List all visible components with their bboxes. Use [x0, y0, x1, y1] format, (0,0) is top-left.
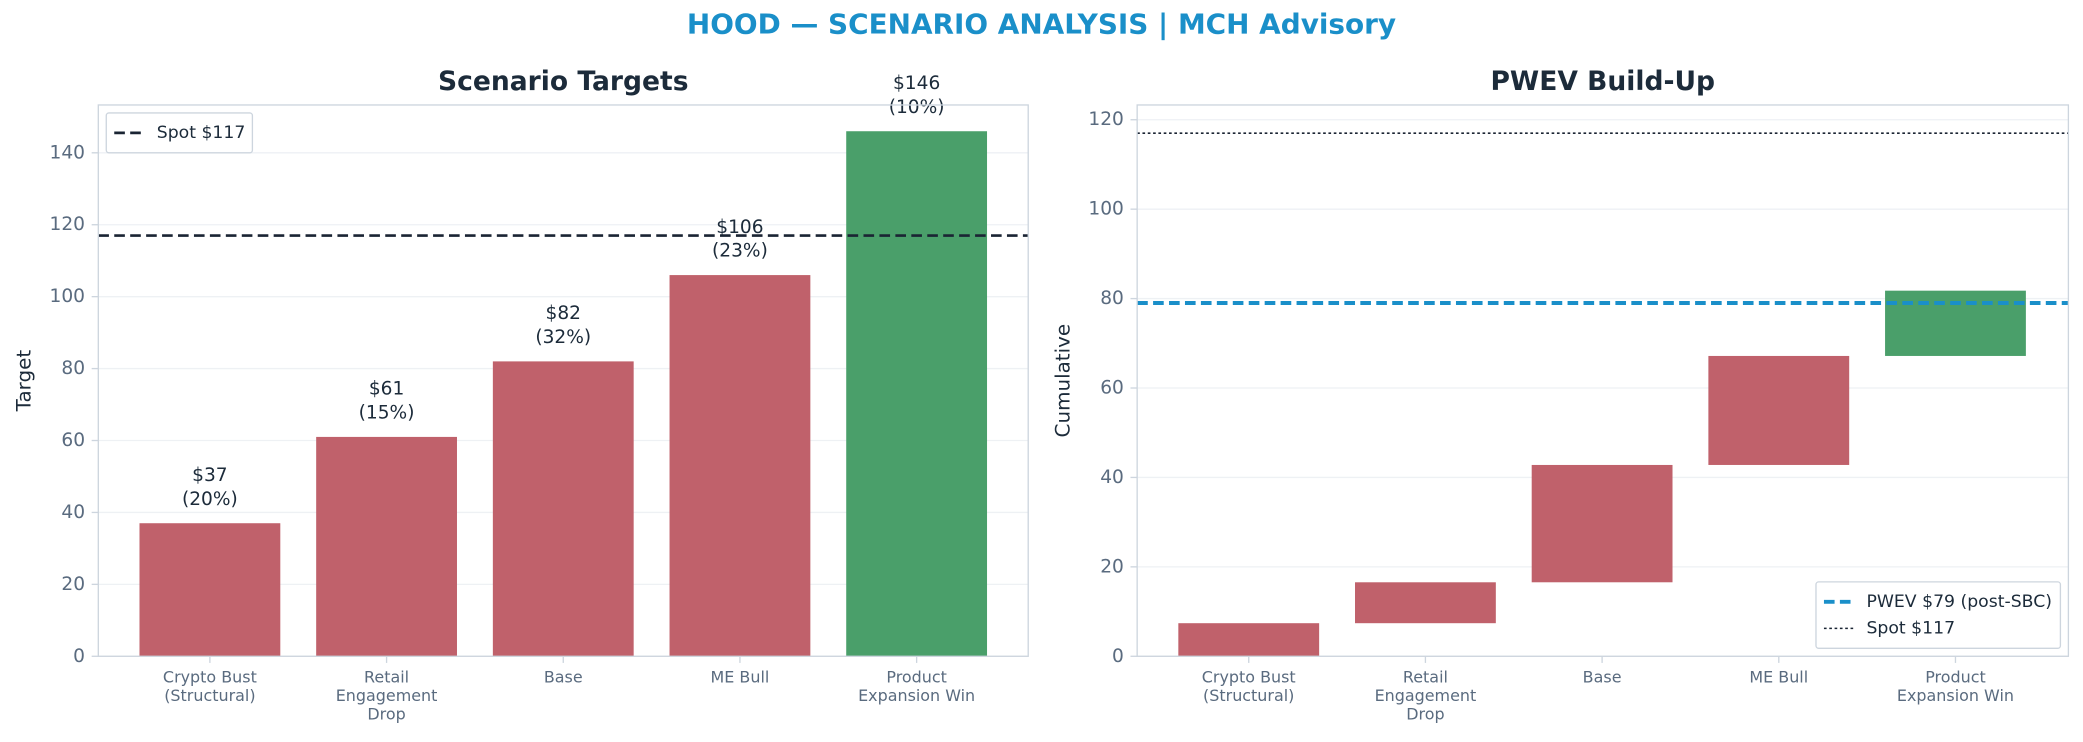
- y-tick-label: 40: [1100, 467, 1124, 488]
- x-tick-label: Product Expansion Win: [858, 667, 975, 705]
- bar: [492, 361, 634, 657]
- legend-box: [1815, 581, 2062, 649]
- legend-label: Spot $117: [157, 123, 246, 143]
- y-axis-label: Cumulative: [1052, 324, 1075, 438]
- value-label: $61: [369, 379, 404, 400]
- bar: [669, 275, 811, 657]
- y-tick-label: 100: [1088, 199, 1123, 220]
- y-tick-label: 80: [61, 358, 85, 379]
- waterfall-bar: [1178, 623, 1320, 657]
- bar: [846, 131, 988, 657]
- y-tick-label: 80: [1100, 288, 1124, 309]
- waterfall-bar: [1531, 464, 1673, 583]
- y-tick-label: 60: [61, 430, 85, 451]
- probability-label: (32%): [535, 327, 591, 348]
- panel-title: PWEV Build-Up: [1490, 66, 1715, 97]
- x-tick-label: ME Bull: [711, 667, 770, 686]
- y-axis-label: Target: [13, 350, 36, 413]
- bar: [139, 523, 281, 657]
- legend-box: [105, 112, 254, 154]
- x-tick-label: Crypto Bust (Structural): [163, 667, 257, 705]
- x-tick-label: Retail Engagement Drop: [336, 667, 438, 723]
- waterfall-bar: [1355, 582, 1496, 624]
- y-tick-label: 100: [50, 286, 85, 307]
- legend-label: PWEV $79 (post-SBC): [1866, 592, 2052, 612]
- y-tick-label: 40: [61, 502, 85, 523]
- panel-title: Scenario Targets: [438, 66, 689, 97]
- value-label: $82: [546, 303, 581, 324]
- x-tick-label: Base: [1583, 667, 1622, 686]
- y-tick-label: 60: [1100, 378, 1124, 399]
- axes-frame: [1136, 104, 2070, 657]
- x-tick-label: Crypto Bust (Structural): [1202, 667, 1296, 705]
- y-tick-label: 20: [61, 574, 85, 595]
- probability-label: (10%): [889, 97, 945, 118]
- probability-label: (20%): [182, 489, 238, 510]
- y-tick-label: 20: [1100, 556, 1124, 577]
- suptitle: HOOD — SCENARIO ANALYSIS | MCH Advisory: [687, 7, 1396, 40]
- probability-label: (23%): [712, 241, 768, 262]
- legend-label: Spot $117: [1866, 618, 1955, 638]
- y-tick-label: 0: [73, 646, 85, 667]
- y-tick-label: 120: [50, 214, 85, 235]
- y-tick-label: 140: [50, 142, 85, 163]
- x-tick-label: ME Bull: [1749, 667, 1808, 686]
- axes-frame: [97, 104, 1029, 657]
- value-label: $106: [716, 217, 763, 238]
- waterfall-bar: [1885, 290, 2026, 356]
- y-tick-label: 0: [1112, 646, 1124, 667]
- value-label: $37: [192, 465, 227, 486]
- x-tick-label: Retail Engagement Drop: [1375, 667, 1477, 723]
- x-tick-label: Product Expansion Win: [1897, 667, 2014, 705]
- y-tick-label: 120: [1088, 109, 1123, 130]
- waterfall-bar: [1708, 355, 1850, 465]
- probability-label: (15%): [359, 403, 415, 424]
- x-tick-label: Base: [544, 667, 583, 686]
- bar: [316, 436, 457, 657]
- value-label: $146: [893, 73, 940, 94]
